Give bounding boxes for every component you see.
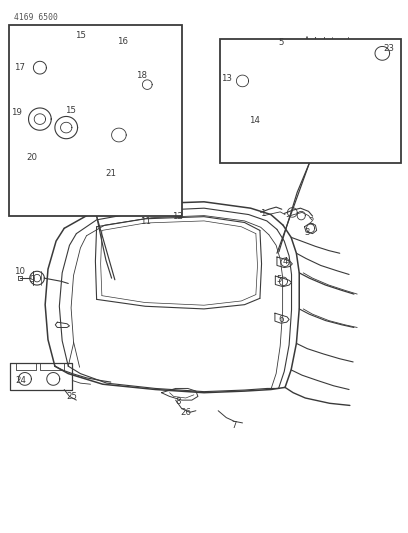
Text: 4: 4 [282, 257, 288, 265]
Text: 21: 21 [105, 169, 116, 178]
Text: 12: 12 [172, 212, 183, 221]
Text: 15: 15 [65, 106, 76, 115]
Text: 8: 8 [175, 397, 180, 406]
Text: 10: 10 [14, 268, 25, 276]
FancyBboxPatch shape [9, 25, 182, 216]
Text: 1: 1 [260, 209, 266, 218]
Text: 6: 6 [278, 315, 284, 324]
Text: 2: 2 [308, 217, 314, 226]
Text: 4169 6500: 4169 6500 [13, 13, 58, 22]
Text: 9: 9 [29, 275, 34, 284]
Text: 13: 13 [221, 74, 232, 83]
Text: 11: 11 [140, 217, 151, 226]
Text: 3: 3 [305, 228, 310, 237]
Text: 25: 25 [67, 392, 78, 401]
FancyBboxPatch shape [220, 38, 401, 163]
Text: 17: 17 [14, 63, 25, 72]
Text: 18: 18 [136, 71, 147, 80]
Text: 20: 20 [26, 154, 37, 163]
Text: 24: 24 [16, 376, 27, 385]
Text: 16: 16 [118, 37, 129, 46]
Text: 15: 15 [75, 31, 86, 41]
Text: 23: 23 [383, 44, 394, 53]
Text: 5: 5 [276, 275, 282, 284]
Text: 19: 19 [11, 108, 22, 117]
Text: 7: 7 [232, 421, 237, 430]
Text: 5: 5 [278, 38, 284, 47]
Text: 26: 26 [180, 408, 191, 417]
Text: 14: 14 [249, 116, 260, 125]
